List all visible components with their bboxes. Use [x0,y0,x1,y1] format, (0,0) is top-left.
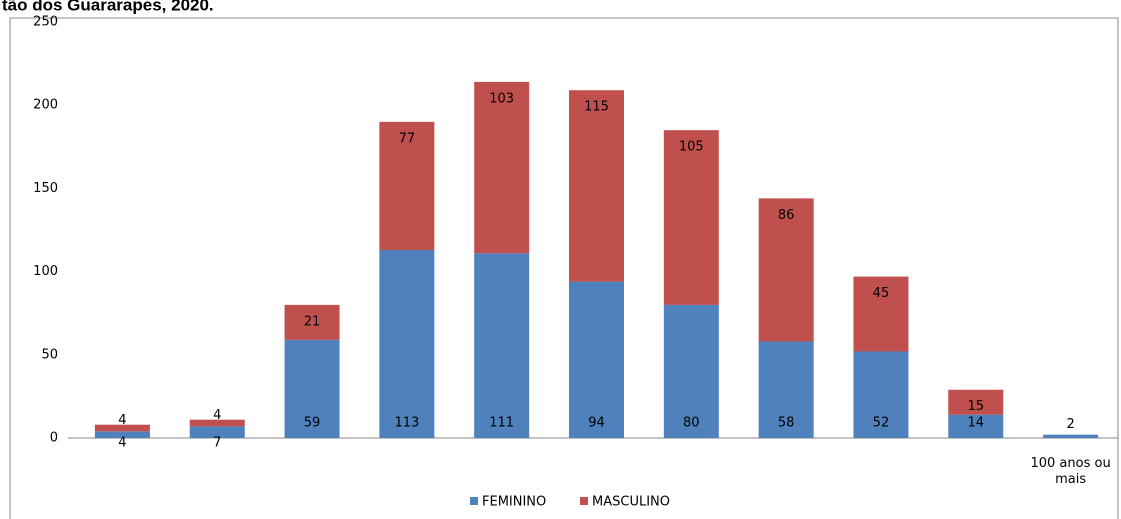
data-label: 58 [778,416,795,431]
bar-segment [94,431,150,438]
data-label: 14 [967,416,984,431]
chart-title: tão dos Guararapes, 2020. [2,0,214,14]
legend-swatch [580,497,588,505]
legend-label: MASCULINO [592,495,670,510]
y-tick-label: 0 [50,431,58,446]
data-label: 113 [394,416,419,431]
bar-segment [663,130,719,305]
data-label: 4 [118,413,126,428]
x-tick-label: 100 anos ou mais [1030,456,1110,487]
chart-frame [9,17,1119,519]
bar-segment [948,414,1004,438]
data-label: 115 [584,100,609,115]
legend-swatch [470,497,478,505]
y-tick-label: 100 [33,264,58,279]
data-label: 59 [304,416,321,431]
bar-segment [189,426,245,438]
y-tick-label: 200 [33,98,58,113]
bar-segment [663,304,719,438]
bar-segment [569,281,624,438]
bar-segment [379,121,435,250]
bar-segment [94,424,150,432]
data-label: 4 [213,408,221,423]
legend-label: FEMININO [482,495,546,510]
data-label: 80 [683,416,700,431]
data-label: 21 [304,314,321,329]
bar-segment [853,276,909,352]
data-label: 103 [489,91,514,106]
data-label: 94 [588,416,605,431]
bar-segment [189,419,245,427]
bar-segment [284,304,340,340]
bar-segment [474,253,530,438]
bar-segment [379,249,435,438]
data-label: 7 [213,436,221,451]
data-label: 86 [778,208,795,223]
bar-segment [1043,434,1099,438]
data-label: 15 [967,399,984,414]
bar-segment [474,81,530,254]
bar-segment [758,198,814,342]
bar-segment [853,351,909,438]
data-label: 105 [679,140,704,155]
data-label: 45 [873,286,890,301]
bar-segment [948,389,1004,415]
data-label: 77 [399,131,416,146]
bar-segment [284,339,340,438]
bar-segment [569,90,624,282]
data-label: 4 [118,436,126,451]
y-tick-label: 250 [33,15,58,30]
data-label: 111 [489,416,514,431]
y-tick-label: 150 [33,181,58,196]
y-tick-label: 50 [41,347,58,362]
data-label: 2 [1066,417,1074,432]
data-label: 52 [873,416,890,431]
bar-segment [758,341,814,438]
